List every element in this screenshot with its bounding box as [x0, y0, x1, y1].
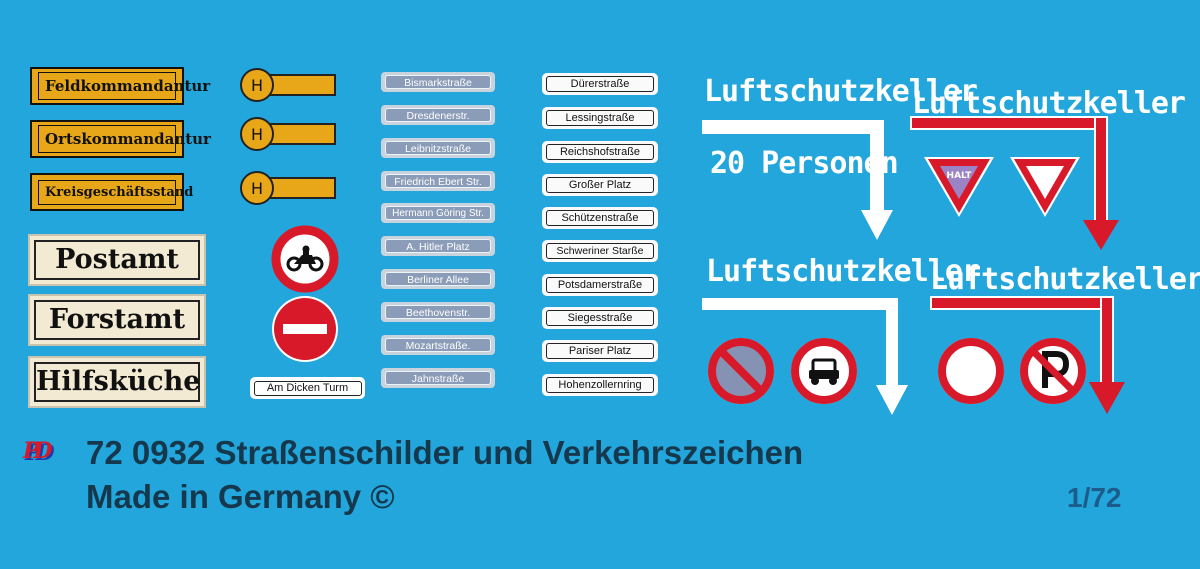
- street-sign-gray: Dresdenerstr.: [381, 105, 495, 125]
- street-sign-gray: Berliner Allee: [381, 269, 495, 289]
- sign-text: Am Dicken Turm: [253, 380, 362, 396]
- street-name: Reichshofstraße: [546, 144, 654, 160]
- street-name: Siegesstraße: [546, 310, 654, 326]
- bus-stop-letter: H: [240, 117, 274, 151]
- shelter-label: Luftschutzkeller: [930, 262, 1200, 297]
- halt-triangle-sign: HALT: [924, 157, 994, 217]
- street-sign-gray: Friedrich Ebert Str.: [381, 171, 495, 191]
- street-name: Lessingstraße: [546, 110, 654, 126]
- street-name: Hohenzollernring: [546, 377, 654, 393]
- sign-ortskommandantur: Ortskommandantur: [30, 120, 211, 158]
- street-name: Potsdamerstraße: [546, 277, 654, 293]
- sign-feldkommandantur: Feldkommandantur: [30, 67, 210, 105]
- street-sign-white: Dürerstraße: [542, 73, 658, 95]
- sign-text: Ortskommandantur: [38, 125, 211, 153]
- shelter-arrow-white-icon: [702, 120, 893, 240]
- street-name: Beethovenstr.: [385, 305, 491, 319]
- publisher-logo: PD: [23, 438, 67, 472]
- bus-stop-sign: H: [240, 171, 338, 207]
- street-sign-white: Schützenstraße: [542, 207, 658, 229]
- shelter-label: Luftschutzkeller: [912, 86, 1186, 121]
- shelter-arrow-white-icon: [702, 298, 908, 415]
- bus-stop-letter: H: [240, 171, 274, 205]
- street-name: A. Hitler Platz: [385, 239, 491, 253]
- street-sign-gray: Jahnstraße: [381, 368, 495, 388]
- bus-stop-sign: H: [240, 117, 338, 153]
- no-motor-vehicles-sign: [791, 338, 857, 404]
- sign-hilfskueche: Hilfsküche: [28, 356, 206, 408]
- shelter-label: Luftschutzkeller: [704, 74, 978, 109]
- sign-text: Feldkommandantur: [38, 72, 210, 100]
- street-sign-white: Großer Platz: [542, 174, 658, 196]
- street-sign-gray: A. Hitler Platz: [381, 236, 495, 256]
- street-name: Dresdenerstr.: [385, 108, 491, 122]
- made-in-label: Made in Germany ©: [86, 478, 395, 515]
- bus-stop-sign: H: [240, 68, 338, 104]
- shelter-arrow-red-icon: [930, 296, 1125, 414]
- shelter-arrows: [702, 116, 1125, 415]
- street-sign-white: Lessingstraße: [542, 107, 658, 129]
- bus-stop-letter: H: [240, 68, 274, 102]
- no-entry-sign: [272, 296, 338, 362]
- no-parking-sign: [1020, 338, 1086, 404]
- street-name: Hermann Göring Str.: [385, 206, 491, 220]
- street-sign-gray: Bismarkstraße: [381, 72, 495, 92]
- street-name: Berliner Allee: [385, 272, 491, 286]
- product-title: 72 0932 Straßenschilder und Verkehrszeic…: [86, 434, 804, 471]
- halt-label: HALT: [947, 171, 973, 181]
- street-sign-white: Potsdamerstraße: [542, 274, 658, 296]
- sign-text: Forstamt: [34, 300, 200, 340]
- sign-postamt: Postamt: [28, 234, 206, 286]
- sign-text: Hilfsküche: [34, 362, 200, 402]
- street-sign-white: Hohenzollernring: [542, 374, 658, 396]
- street-name: Friedrich Ebert Str.: [385, 174, 491, 188]
- no-vehicles-sign: [938, 338, 1004, 404]
- street-name: Leibnitzstraße: [385, 141, 491, 155]
- shelter-label: Luftschutzkeller: [706, 254, 980, 289]
- street-sign-white: Siegesstraße: [542, 307, 658, 329]
- logo-text: PD: [23, 438, 53, 464]
- street-sign-white: Pariser Platz: [542, 340, 658, 362]
- motorcycle-icon: [286, 245, 324, 272]
- street-sign-white: Schweriner Starße: [542, 240, 658, 262]
- sign-forstamt: Forstamt: [28, 294, 206, 346]
- street-name: Bismarkstraße: [385, 75, 491, 89]
- no-stopping-sign: [708, 338, 774, 404]
- street-sign-white: Reichshofstraße: [542, 141, 658, 163]
- street-name: Schützenstraße: [546, 210, 654, 226]
- shelter-capacity: 20 Personen: [710, 146, 899, 181]
- street-sign-gray: Mozartstraße.: [381, 335, 495, 355]
- street-name: Mozartstraße.: [385, 338, 491, 352]
- yield-triangle-sign: [1010, 157, 1080, 217]
- sign-am-dicken-turm: Am Dicken Turm: [250, 377, 365, 399]
- street-name: Pariser Platz: [546, 343, 654, 359]
- scale-label: 1/72: [1067, 482, 1122, 513]
- street-name: Jahnstraße: [385, 371, 491, 385]
- street-name: Dürerstraße: [546, 76, 654, 92]
- shelter-arrow-red-icon: [910, 116, 1119, 250]
- street-name: Schweriner Starße: [546, 243, 654, 259]
- street-sign-gray: Hermann Göring Str.: [381, 203, 495, 223]
- sign-text: Kreisgeschäftsstand: [38, 179, 193, 205]
- no-motorcycles-sign: [271, 225, 339, 293]
- car-icon: [809, 358, 839, 385]
- sign-kreisgeschaeftsstand: Kreisgeschäftsstand: [30, 173, 193, 211]
- street-name: Großer Platz: [546, 177, 654, 193]
- sign-text: Postamt: [34, 240, 200, 280]
- street-sign-gray: Leibnitzstraße: [381, 138, 495, 158]
- street-sign-gray: Beethovenstr.: [381, 302, 495, 322]
